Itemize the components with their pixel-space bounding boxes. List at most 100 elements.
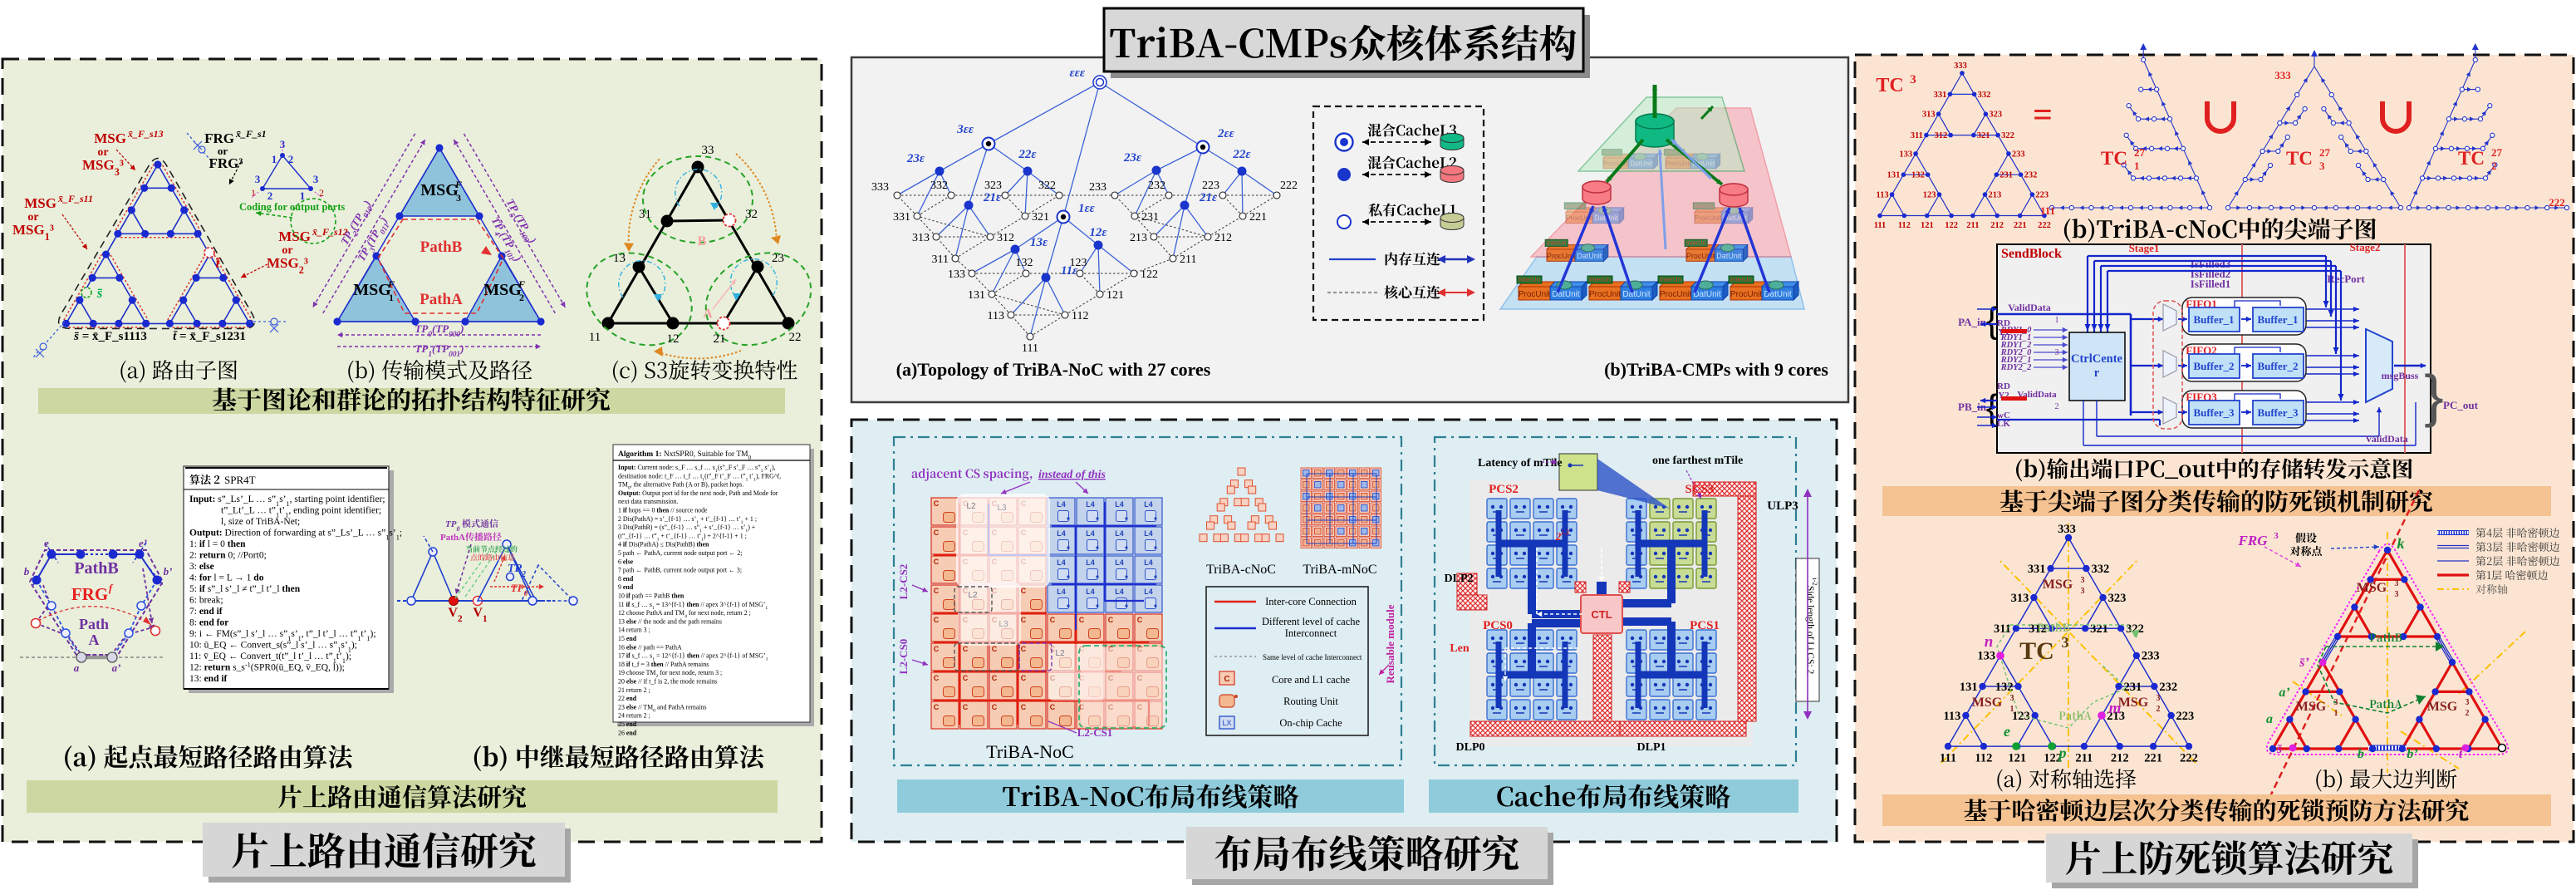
svg-text:or: or [282, 244, 292, 257]
svg-text:or: or [218, 145, 228, 157]
svg-text:313: 313 [912, 232, 930, 244]
svg-text:ProcUnit: ProcUnit [1666, 160, 1691, 168]
svg-text:C: C [992, 703, 998, 711]
svg-text:10 if path == PathB then: 10 if path == PathB then [618, 593, 684, 600]
svg-text:CtrlCente: CtrlCente [2071, 352, 2123, 366]
svg-text:L4: L4 [1057, 529, 1066, 538]
svg-text:ProcUnit: ProcUnit [1566, 214, 1593, 222]
svg-text:23 else: 23 else // TM0 and PathA remains [618, 703, 707, 713]
svg-text:311: 311 [1911, 131, 1923, 140]
svg-text:(b)TriBA-CMPs with 9 cores: (b)TriBA-CMPs with 9 cores [1604, 359, 1828, 380]
svg-text:22ε: 22ε [1018, 148, 1037, 161]
svg-text:Side length of Li CS: 2: Side length of Li CS: 2 [1805, 586, 1815, 675]
svg-text:Coding for output ports: Coding for output ports [239, 201, 345, 213]
svg-text:333: 333 [871, 181, 889, 194]
svg-text:b: b [24, 565, 30, 578]
svg-text:7 path ← PathB, current: 7 path ← PathB, current node output port… [618, 567, 742, 574]
svg-text:2: return 0; //Port0;: 2: return 0; //Port0; [189, 551, 267, 561]
svg-text:PC_out: PC_out [2443, 399, 2479, 411]
svg-text:213: 213 [2107, 710, 2125, 723]
svg-text:6 else: 6 else [618, 558, 634, 565]
svg-text:L4: L4 [1086, 558, 1095, 567]
svg-text:s̄’: s̄’ [2299, 656, 2309, 670]
svg-text:RD: RD [1997, 318, 2010, 328]
svg-text:333: 333 [2058, 523, 2076, 536]
svg-text:FRG: FRG [2238, 533, 2269, 548]
svg-text:121: 121 [2008, 752, 2026, 765]
svg-text:11 if s_f … s1 = 13^{f-1} t: 11 if s_f … s1 = 13^{f-1} then // apex 3… [618, 601, 768, 611]
svg-text:133: 133 [948, 268, 965, 281]
svg-text:22ε: 22ε [1232, 148, 1251, 161]
svg-text:222: 222 [2549, 196, 2565, 209]
svg-text:112: 112 [1898, 221, 1911, 230]
svg-text:2: 2 [1555, 530, 1562, 543]
svg-text:232: 232 [1148, 179, 1165, 192]
svg-text:a: a [2266, 712, 2273, 726]
svg-text:2: 2 [2491, 160, 2497, 172]
svg-text:2: 2 [319, 187, 324, 199]
svg-text:ProcUnit: ProcUnit [1589, 290, 1622, 299]
svg-text:L4: L4 [1086, 588, 1095, 596]
svg-text:Output: Direction of forwardin: Output: Direction of forwarding at s”_Ls… [189, 529, 402, 542]
svg-text:2: 2 [267, 189, 273, 202]
svg-text:133: 133 [1977, 650, 1995, 663]
svg-text:2: 2 [288, 153, 294, 165]
svg-text:212: 212 [1990, 221, 2004, 230]
svg-text:211: 211 [1966, 221, 1979, 230]
svg-text:PCS2: PCS2 [1489, 483, 1519, 496]
svg-text:3: 3 [1910, 73, 1916, 86]
svg-text:12: return s_s-1(SPR0(ū_EQ: 12: return s_s-1(SPR0(ū_EQ, v̄_EQ, l)); [189, 661, 345, 673]
svg-text:instead of this: instead of this [1038, 469, 1106, 481]
svg-text:Stage1: Stage1 [2129, 242, 2160, 254]
svg-text:t̄ = x̄_F_s1231: t̄ = x̄_F_s1231 [173, 330, 246, 343]
svg-text:21 return 2 ;: 21 return 2 ; [618, 686, 650, 694]
svg-text:TC: TC [2101, 148, 2127, 169]
svg-text:C: C [934, 703, 940, 711]
svg-text:311: 311 [1994, 622, 2011, 636]
svg-text:C: C [1137, 616, 1143, 624]
svg-text:InterUn: InterUn [1660, 276, 1681, 283]
svg-text:C: C [1021, 674, 1027, 682]
svg-text:C: C [963, 674, 969, 682]
svg-text:L2-CS2: L2-CS2 [897, 564, 910, 600]
svg-text:20 else // if: 20 else // if t_f is 2, the mode remains [618, 678, 717, 686]
svg-text:f: f [109, 582, 114, 594]
svg-text:C: C [934, 558, 940, 566]
svg-text:212: 212 [1214, 232, 1232, 244]
svg-text:DLP2: DLP2 [1445, 573, 1474, 585]
svg-text:destination node: t_F … t_f …: destination node: t_F … t_f … t1(t”_F t’… [618, 472, 781, 482]
svg-text:5: if s”_l s’_l ≠ t”_l: 5: if s”_l s’_l ≠ t”_l t’_l then [189, 584, 301, 594]
svg-text:L4: L4 [1057, 500, 1066, 509]
svg-text:323: 323 [2108, 592, 2127, 605]
svg-text:312: 312 [1934, 131, 1947, 140]
svg-text:23ε: 23ε [906, 152, 925, 165]
svg-text:323: 323 [1989, 111, 2002, 120]
svg-text:21ε: 21ε [983, 191, 1002, 204]
svg-text:Path: Path [79, 616, 109, 632]
svg-text:2: 2 [2466, 709, 2470, 718]
svg-text:1: 1 [2134, 160, 2140, 172]
svg-text:Same level of cache Interconne: Same level of cache Interconnect [1263, 653, 1362, 661]
svg-text:16 else: 16 else // path == PathA [618, 643, 682, 651]
svg-text:ProcUnit: ProcUnit [1730, 290, 1763, 299]
svg-text:13 else: 13 else // the node and the path remains [618, 617, 722, 625]
svg-text:32: 32 [745, 208, 758, 221]
svg-text:ProcUnit: ProcUnit [1695, 214, 1722, 222]
svg-text:11ε: 11ε [1061, 264, 1078, 278]
svg-text:2εε: 2εε [1217, 127, 1235, 140]
svg-text:131: 131 [1887, 171, 1901, 180]
svg-text:Input: s”_Ls’_L … s”1s’1, star: Input: s”_Ls’_L … s”1s’1, starting point… [189, 494, 385, 508]
svg-text:PathB: PathB [420, 238, 463, 256]
svg-text:PathA: PathA [440, 533, 465, 543]
svg-text:3 Dis(PathB) = (s”_{f-1} …: 3 Dis(PathB) = (s”_{f-1} … s”1 + s’_{f-1… [618, 524, 756, 534]
svg-text:C: C [934, 529, 940, 537]
svg-text:SCS3: SCS3 [1685, 483, 1714, 496]
svg-text:MSG: MSG [2357, 581, 2387, 595]
svg-text:123: 123 [2012, 710, 2030, 723]
svg-text:22: 22 [789, 331, 802, 344]
svg-text:Buffer_2: Buffer_2 [2193, 360, 2234, 372]
svg-text:7: end if: 7: end if [189, 607, 223, 617]
svg-text:Inter-core Connection: Inter-core Connection [1265, 596, 1357, 607]
svg-text:112: 112 [1072, 310, 1088, 322]
svg-text:C: C [963, 645, 969, 653]
